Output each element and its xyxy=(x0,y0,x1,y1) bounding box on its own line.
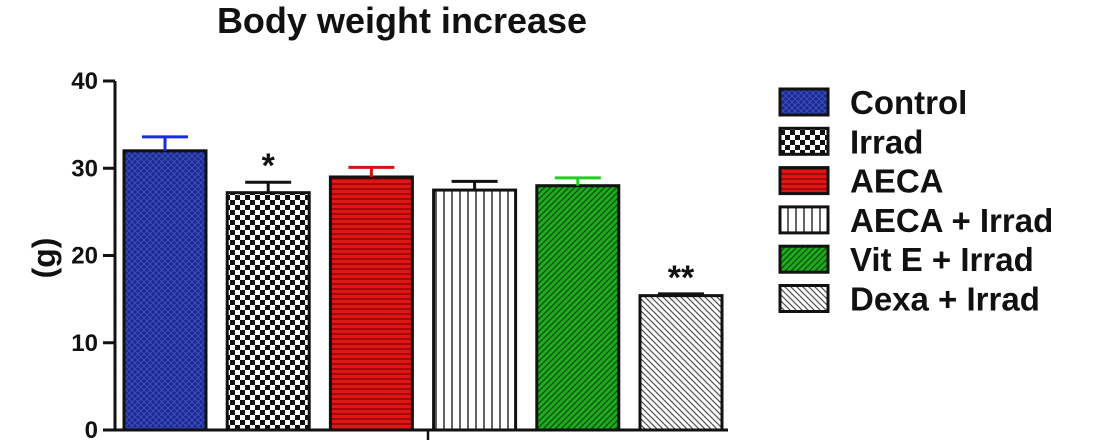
legend-swatch xyxy=(778,126,830,156)
y-tick-label: 10 xyxy=(71,330,98,357)
y-axis-label: (g) xyxy=(26,238,62,279)
y-tick-label: 30 xyxy=(71,155,98,182)
bar xyxy=(432,188,518,432)
bar xyxy=(638,294,724,432)
y-tick-label: 40 xyxy=(71,68,98,95)
chart-title: Body weight increase xyxy=(217,0,587,41)
bars-group: *** xyxy=(122,135,724,432)
legend-swatch xyxy=(778,284,830,313)
bar xyxy=(225,191,311,432)
bar xyxy=(122,149,208,432)
legend-label: Vit E + Irrad xyxy=(850,241,1034,278)
y-tick-label: 20 xyxy=(71,243,98,270)
legend-label: Control xyxy=(850,84,967,121)
y-tick-label: 0 xyxy=(85,417,98,440)
legend-swatch xyxy=(778,244,830,274)
legend-label: Irrad xyxy=(850,123,923,160)
legend-swatch xyxy=(778,166,830,196)
significance-marker: ** xyxy=(668,259,695,297)
legend-label: AECA xyxy=(850,163,944,200)
legend-swatch xyxy=(778,87,830,117)
axes: 0 10 20 30 40 xyxy=(71,68,728,440)
legend-label: Dexa + Irrad xyxy=(850,281,1040,318)
bar xyxy=(328,175,414,432)
legend-swatch xyxy=(778,205,830,235)
bar xyxy=(535,184,621,432)
legend-label: AECA + Irrad xyxy=(850,202,1053,239)
significance-marker: * xyxy=(262,147,276,185)
